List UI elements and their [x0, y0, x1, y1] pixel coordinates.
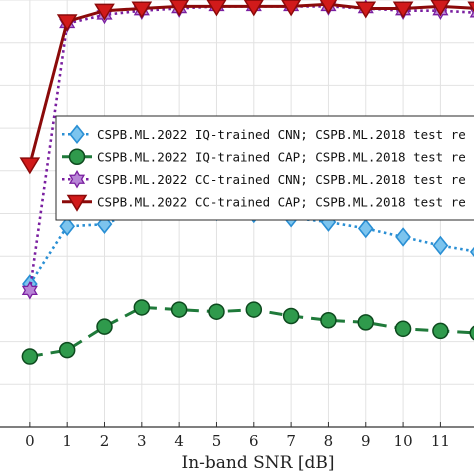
data-point	[245, 301, 263, 318]
x-tick-label: 2	[100, 432, 110, 450]
x-axis-label: In-band SNR [dB]	[181, 453, 334, 473]
legend-marker	[68, 169, 86, 189]
data-point	[58, 341, 76, 359]
data-point	[467, 1, 474, 13]
legend-box	[55, 115, 474, 221]
data-point	[469, 246, 474, 258]
x-tick-label: 8	[324, 432, 334, 450]
data-point	[355, 1, 377, 19]
legend-entry: CSPB.ML.2022 IQ-trained CAP; CSPB.ML.201…	[62, 148, 466, 165]
series-1	[21, 299, 474, 365]
data-point	[394, 320, 412, 338]
x-tick-label: 5	[212, 432, 222, 450]
data-point	[96, 318, 113, 335]
x-tick-label: 0	[25, 432, 35, 450]
x-tick-label: 4	[174, 432, 184, 450]
data-point	[21, 348, 39, 365]
data-point	[281, 0, 302, 17]
x-tick-label: 9	[361, 432, 371, 450]
legend-marker	[66, 194, 88, 212]
data-point	[94, 3, 115, 21]
data-point	[133, 299, 151, 316]
data-point	[430, 0, 451, 17]
legend: CSPB.ML.2022 IQ-trained CNN; CSPB.ML.201…	[55, 115, 474, 221]
data-point	[319, 0, 338, 15]
x-tick-label: 11	[431, 432, 450, 450]
data-point	[170, 301, 188, 318]
data-point	[357, 218, 374, 239]
data-point	[206, 0, 227, 17]
data-point	[59, 216, 76, 237]
legend-label: CSPB.ML.2022 CC-trained CNN; CSPB.ML.201…	[97, 172, 466, 187]
data-point	[357, 314, 375, 331]
legend-entry: CSPB.ML.2022 CC-trained CNN; CSPB.ML.201…	[62, 169, 466, 189]
x-tick-label: 7	[286, 432, 296, 450]
data-point	[208, 303, 225, 320]
axes: 0 1 2 3 4 5 6 7 8 9 10 11	[0, 422, 474, 450]
legend-marker	[69, 124, 85, 145]
x-tick-label: 1	[62, 432, 72, 450]
legend-entry: CSPB.ML.2022 CC-trained CAP; CSPB.ML.201…	[62, 194, 466, 212]
data-point	[395, 227, 411, 247]
legend-marker	[68, 148, 86, 165]
legend-label: CSPB.ML.2022 IQ-trained CNN; CSPB.ML.201…	[97, 127, 466, 142]
data-point	[19, 157, 41, 175]
data-point	[243, 0, 264, 17]
data-point	[392, 1, 414, 19]
data-point	[169, 0, 190, 17]
x-tick-label: 10	[394, 432, 413, 450]
data-point	[21, 281, 38, 300]
series-3	[19, 0, 474, 175]
x-tick-label: 3	[137, 432, 147, 450]
x-tick-label: 6	[249, 432, 259, 450]
legend-label: CSPB.ML.2022 CC-trained CAP; CSPB.ML.201…	[97, 194, 466, 209]
data-point	[131, 1, 153, 19]
data-point	[469, 325, 474, 341]
data-point	[432, 322, 449, 340]
data-point	[282, 307, 300, 325]
data-point	[320, 312, 337, 329]
legend-label: CSPB.ML.2022 IQ-trained CAP; CSPB.ML.201…	[97, 149, 466, 164]
data-point	[56, 14, 78, 32]
legend-entry: CSPB.ML.2022 IQ-trained CNN; CSPB.ML.201…	[62, 124, 466, 145]
data-point	[432, 235, 449, 256]
